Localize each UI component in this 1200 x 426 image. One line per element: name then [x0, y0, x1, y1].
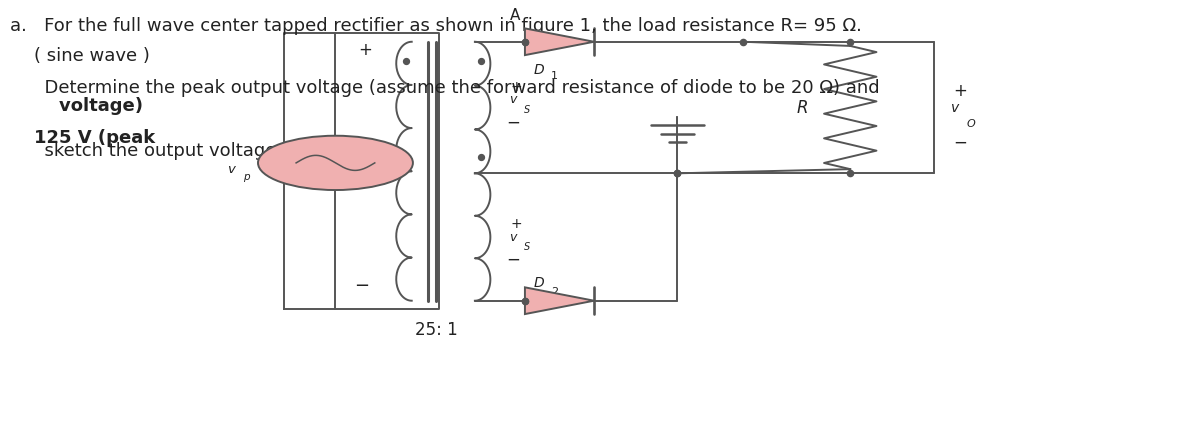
Text: a.   For the full wave center tapped rectifier as shown in figure 1, the load re: a. For the full wave center tapped recti… — [10, 17, 862, 35]
Text: D: D — [534, 276, 545, 290]
Text: +: + — [511, 218, 522, 231]
Text: Determine the peak output voltage (assume the forward resistance of diode to be : Determine the peak output voltage (assum… — [10, 79, 880, 98]
Text: sketch the output voltage across R.: sketch the output voltage across R. — [10, 142, 364, 160]
Text: −: − — [953, 134, 967, 152]
Polygon shape — [524, 29, 594, 55]
Point — [472, 153, 491, 160]
Text: p: p — [242, 173, 250, 182]
Point — [515, 297, 534, 304]
Point — [668, 170, 688, 177]
Text: S: S — [524, 242, 530, 253]
Text: v: v — [950, 101, 959, 115]
Point — [515, 297, 534, 304]
Text: voltage): voltage) — [34, 98, 143, 115]
Text: A: A — [510, 9, 521, 23]
Text: +: + — [511, 80, 522, 94]
Point — [841, 38, 860, 45]
Point — [733, 38, 752, 45]
Text: −: − — [506, 113, 520, 131]
Text: D: D — [534, 63, 545, 77]
Point — [396, 57, 415, 64]
Polygon shape — [524, 288, 594, 314]
Text: O: O — [966, 119, 974, 129]
Text: v: v — [509, 230, 517, 244]
Circle shape — [258, 136, 413, 190]
Text: −: − — [354, 277, 370, 295]
Point — [841, 170, 860, 177]
Point — [515, 38, 534, 45]
Text: +: + — [359, 41, 372, 59]
Text: R: R — [797, 98, 809, 117]
Point — [515, 38, 534, 45]
Text: 125 V (peak: 125 V (peak — [34, 129, 155, 147]
Text: 1: 1 — [551, 71, 558, 81]
Text: +: + — [953, 82, 967, 100]
Text: S: S — [524, 105, 530, 115]
Point — [668, 170, 688, 177]
Point — [472, 57, 491, 64]
Text: v: v — [509, 93, 517, 106]
Text: −: − — [506, 251, 520, 269]
Text: v: v — [227, 163, 234, 176]
Text: 2: 2 — [551, 287, 558, 296]
Text: ( sine wave ): ( sine wave ) — [34, 47, 150, 65]
Text: 25: 1: 25: 1 — [415, 321, 458, 339]
